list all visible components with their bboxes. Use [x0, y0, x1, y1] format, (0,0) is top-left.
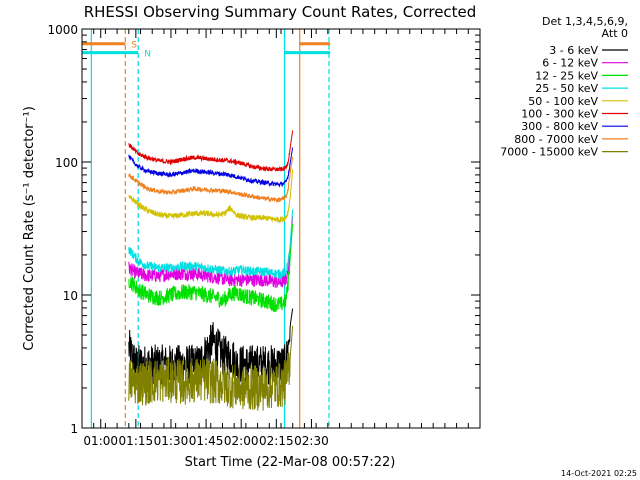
legend-header: Det 1,3,4,5,6,9, — [542, 15, 628, 28]
x-tick-label: 01:15 — [119, 434, 154, 448]
x-tick-label: 01:30 — [154, 434, 189, 448]
legend-item-label: 6 - 12 keV — [542, 57, 598, 70]
series-line-7 — [128, 157, 294, 204]
y-tick-label: 1000 — [47, 23, 78, 37]
footer-timestamp: 14-Oct-2021 02:25 — [561, 469, 637, 478]
x-tick-label: 01:45 — [189, 434, 224, 448]
legend-item-label: 50 - 100 keV — [528, 95, 598, 108]
x-tick-label: 02:15 — [259, 434, 294, 448]
legend-item-label: 800 - 7000 keV — [514, 133, 598, 146]
x-tick-label: 02:30 — [294, 434, 329, 448]
y-axis-label: Corrected Count Rate (s⁻¹ detector⁻¹) — [22, 106, 37, 351]
legend-item-label: 300 - 800 keV — [521, 120, 598, 133]
series-line-3 — [128, 209, 294, 280]
series-line-0 — [128, 308, 294, 385]
x-tick-label: 01:00 — [83, 434, 118, 448]
y-tick-label: 1 — [70, 422, 78, 436]
y-tick-label: 10 — [63, 289, 78, 303]
series-line-8 — [128, 325, 294, 411]
chart-title: RHESSI Observing Summary Count Rates, Co… — [84, 3, 477, 21]
flag-label-n: N — [144, 50, 151, 60]
legend-item-label: 25 - 50 keV — [535, 82, 598, 95]
legend-item-label: 7000 - 15000 keV — [500, 146, 598, 159]
x-axis-label: Start Time (22-Mar-08 00:57:22) — [185, 455, 396, 470]
legend-item-label: 3 - 6 keV — [549, 44, 598, 57]
series-line-4 — [128, 169, 294, 224]
series-line-6 — [128, 147, 294, 188]
x-tick-label: 02:00 — [224, 434, 259, 448]
legend-item-label: 12 - 25 keV — [535, 69, 598, 82]
flag-label-s: S — [131, 41, 137, 51]
series-line-5 — [128, 130, 294, 172]
series-line-2 — [128, 223, 294, 312]
y-tick-label: 100 — [55, 156, 78, 170]
legend-header: Att 0 — [602, 27, 628, 40]
legend-item-label: 100 - 300 keV — [521, 108, 598, 121]
series-line-1 — [128, 216, 294, 289]
